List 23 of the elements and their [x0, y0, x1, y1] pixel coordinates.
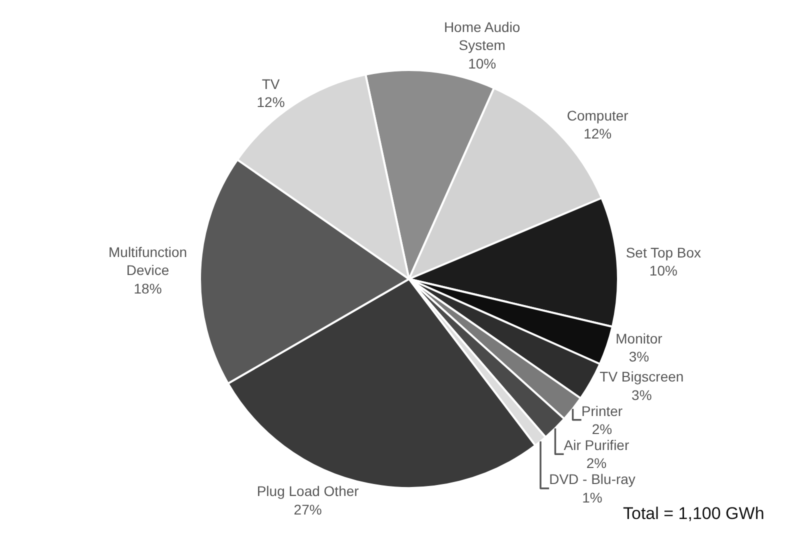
- data-label: 12%: [584, 126, 612, 142]
- data-label: 2%: [592, 421, 612, 438]
- slice-label: Air Purifier: [564, 437, 630, 454]
- slice-label: Multifunction Device: [108, 244, 188, 278]
- data-label: 10%: [468, 55, 496, 72]
- data-label: 10%: [649, 262, 678, 278]
- slice-label: Home Audio System: [444, 19, 520, 54]
- slice-label: Computer: [566, 107, 629, 124]
- slice-label: TV: [262, 76, 280, 92]
- slice-label: TV Bigscreen: [600, 368, 684, 385]
- slice-label: Plug Load Other: [256, 483, 360, 500]
- text: Total = 1,100 GWh: [623, 504, 764, 523]
- data-label: 12%: [256, 94, 285, 110]
- data-label: 3%: [632, 386, 652, 403]
- data-label: 3%: [628, 348, 650, 364]
- data-label: 18%: [134, 280, 162, 296]
- slice-label: Printer: [581, 402, 623, 419]
- data-label: 1%: [582, 489, 602, 506]
- data-label: 27%: [294, 501, 322, 518]
- slice-label: Monitor: [616, 330, 663, 346]
- slice-label: DVD - Blu-ray: [549, 471, 636, 488]
- slice-label: Set Top Box: [626, 244, 702, 260]
- data-label: 2%: [586, 455, 607, 472]
